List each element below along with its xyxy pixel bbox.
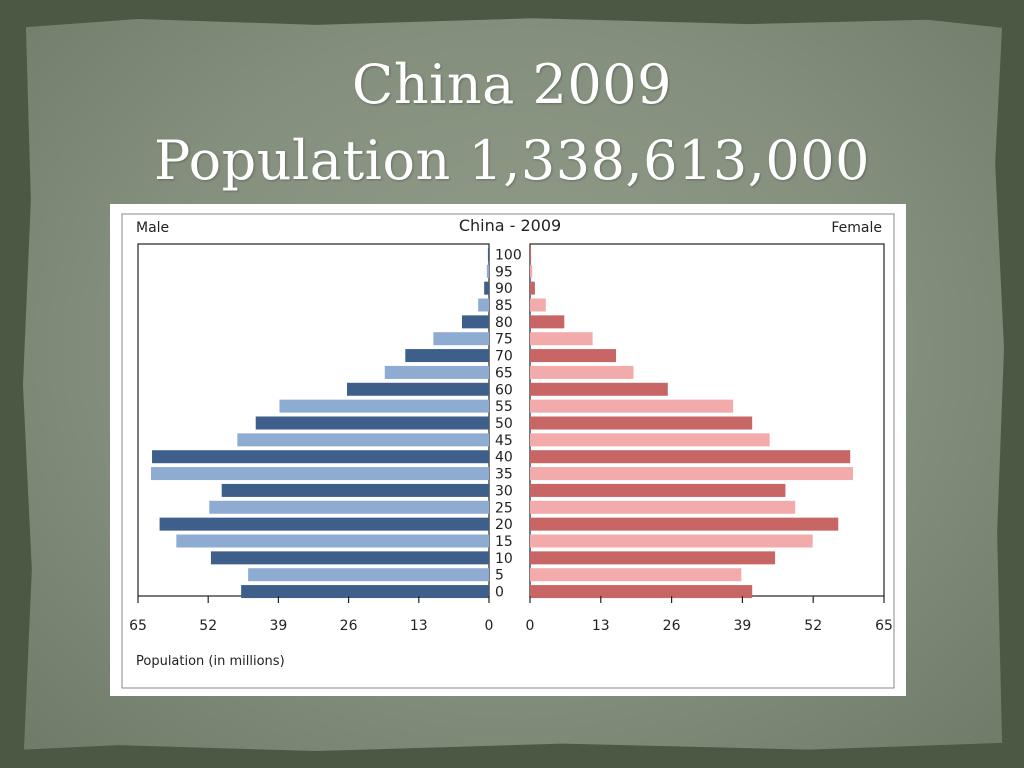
male-bar-age-30 [221,483,489,497]
male-bar-age-35 [150,467,489,481]
male-bar-age-0 [241,585,489,599]
male-bar-age-25 [209,500,489,514]
slide-title: China 2009 [352,53,672,116]
male-bar-age-45 [237,433,489,447]
slide-subtitle: Population 1,338,613,000 [154,129,870,192]
age-label-95: 95 [495,264,513,280]
age-label-80: 80 [495,315,513,331]
male-bar-age-10 [210,551,489,565]
male-label: Male [136,220,169,236]
female-bar-age-0 [530,585,753,599]
age-label-20: 20 [495,517,513,533]
male-tick-label-26: 26 [340,618,358,634]
x-axis-label: Population (in millions) [136,654,285,669]
female-bar-age-15 [530,534,813,548]
male-bar-age-5 [248,568,489,582]
population-pyramid-chart: Male China - 2009 Female 100959085807570… [121,213,895,689]
age-label-70: 70 [495,349,513,365]
age-label-55: 55 [495,399,513,415]
male-bar-age-100 [487,247,489,261]
female-bar-age-100 [530,247,532,261]
bars-group [150,247,853,599]
age-label-15: 15 [495,534,513,550]
female-bar-age-55 [530,399,734,413]
age-label-5: 5 [495,568,504,584]
male-tick-label-13: 13 [410,618,428,634]
female-bar-age-95 [530,264,533,278]
female-bar-age-45 [530,433,770,447]
age-labels-group: 1009590858075706560555045403530252015105… [495,247,522,600]
male-bar-age-65 [384,365,489,379]
age-label-45: 45 [495,433,513,449]
age-label-60: 60 [495,382,513,398]
male-tick-label-39: 39 [269,618,287,634]
female-tick-label-65: 65 [875,618,893,634]
male-bar-age-50 [255,416,489,430]
female-bar-age-80 [530,315,565,329]
age-label-25: 25 [495,500,513,516]
age-label-50: 50 [495,416,513,432]
chart-frame [121,213,895,689]
chart-title: China - 2009 [459,216,561,235]
male-bar-age-60 [346,382,489,396]
male-bar-age-85 [478,298,489,312]
age-label-75: 75 [495,332,513,348]
female-bar-age-25 [530,500,796,514]
age-label-100: 100 [495,247,522,263]
female-bar-age-5 [530,568,742,582]
female-bar-age-60 [530,382,668,396]
female-tick-label-39: 39 [733,618,751,634]
age-label-85: 85 [495,298,513,314]
male-tick-label-65: 65 [129,618,147,634]
female-bar-age-50 [530,416,753,430]
male-bar-age-20 [159,517,489,531]
male-bar-age-90 [484,281,489,295]
female-bar-age-35 [530,467,853,481]
male-bar-age-95 [486,264,489,278]
female-tick-label-13: 13 [592,618,610,634]
female-bar-age-90 [530,281,535,295]
female-bar-age-40 [530,450,851,464]
male-tick-label-0: 0 [485,618,494,634]
age-label-10: 10 [495,551,513,567]
female-bar-age-30 [530,483,786,497]
female-tick-label-0: 0 [526,618,535,634]
age-label-35: 35 [495,467,513,483]
age-label-40: 40 [495,450,513,466]
male-bar-age-80 [462,315,489,329]
age-label-65: 65 [495,365,513,381]
age-label-90: 90 [495,281,513,297]
chart-card: Male China - 2009 Female 100 95 90 85 80 75 70… [110,204,906,696]
male-bar-age-75 [433,332,489,346]
male-bar-age-70 [405,349,489,363]
female-bar-age-10 [530,551,776,565]
age-label-0: 0 [495,585,504,601]
female-bar-age-20 [530,517,839,531]
female-bar-age-70 [530,349,617,363]
female-tick-label-26: 26 [663,618,681,634]
female-label: Female [831,220,882,236]
male-bar-age-55 [279,399,489,413]
female-bar-age-65 [530,365,634,379]
female-bar-age-85 [530,298,546,312]
age-label-30: 30 [495,483,513,499]
male-bar-age-40 [152,450,489,464]
female-bar-age-75 [530,332,593,346]
male-bar-age-15 [176,534,489,548]
female-tick-label-52: 52 [804,618,822,634]
axis-ticks-group: 0 0 13 13 26 26 39 39 52 52 65 65 [129,596,893,634]
male-tick-label-52: 52 [199,618,217,634]
